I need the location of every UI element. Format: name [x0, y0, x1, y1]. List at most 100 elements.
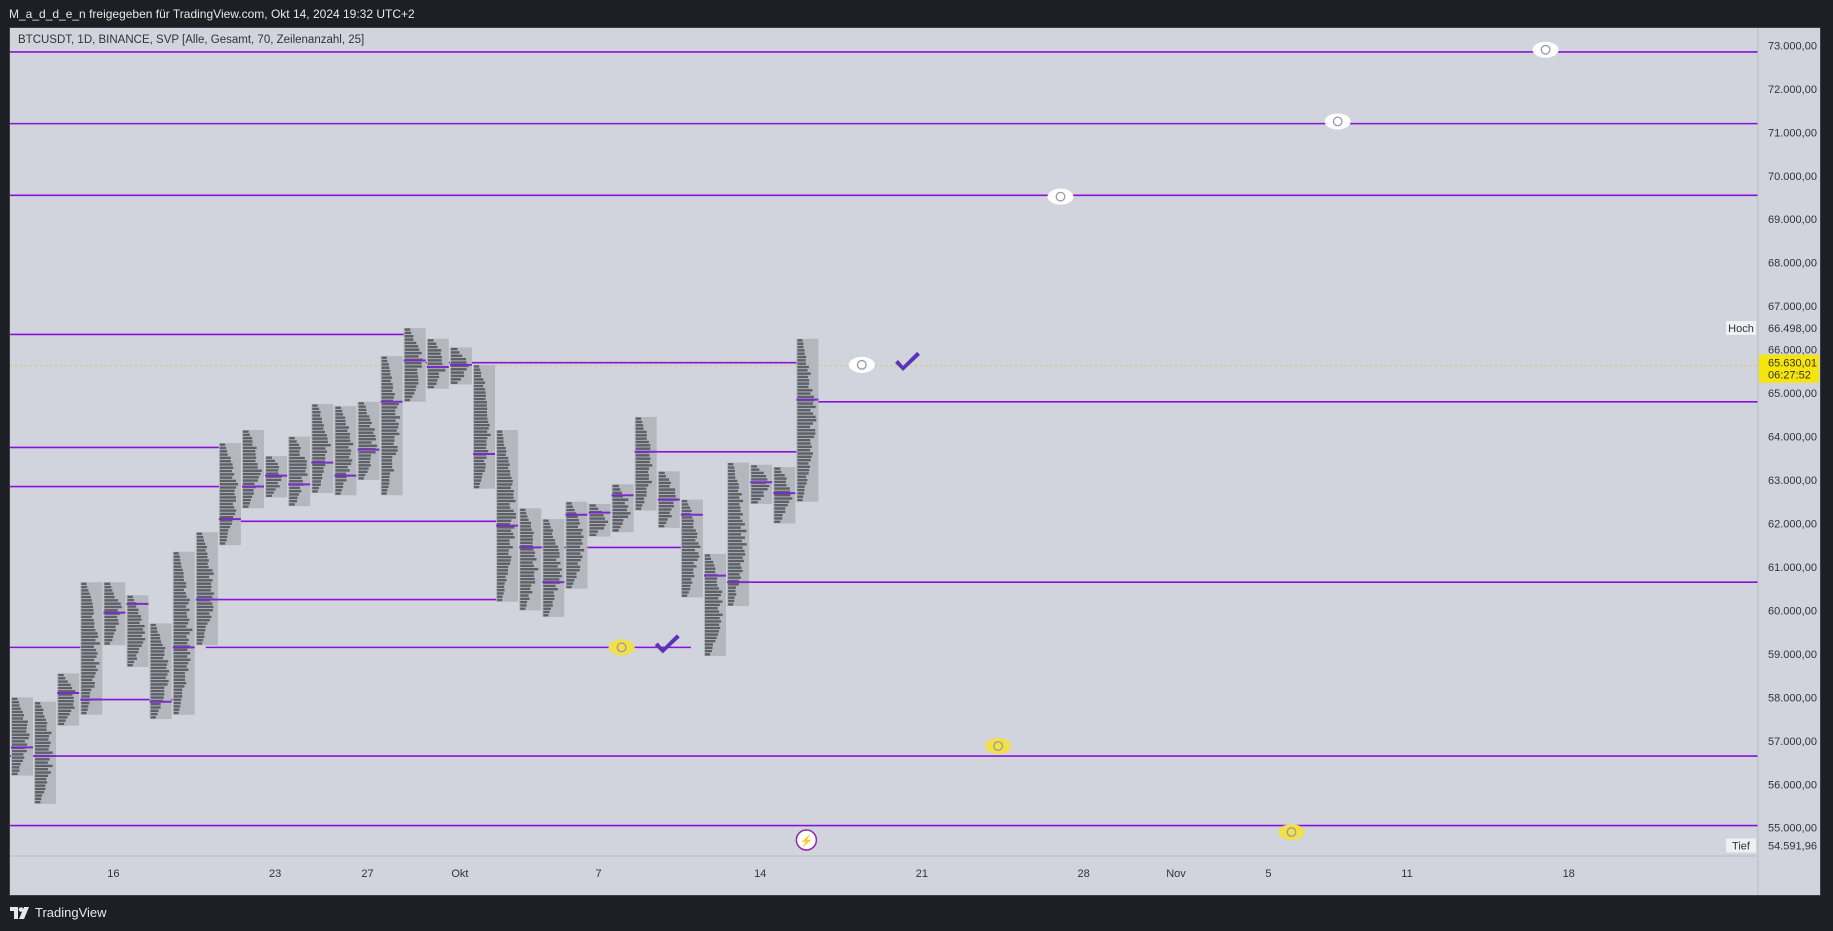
volume-row — [335, 406, 341, 409]
volume-row — [427, 345, 438, 349]
candle-profile-box[interactable] — [242, 430, 264, 509]
volume-row — [681, 561, 694, 565]
volume-row — [658, 485, 670, 488]
volume-row — [243, 489, 254, 492]
candle-profile-box[interactable] — [11, 697, 33, 776]
yellow-eye-icon[interactable] — [1278, 824, 1305, 841]
volume-row — [681, 522, 694, 526]
volume-row — [450, 378, 461, 381]
volume-row — [658, 488, 676, 491]
volume-row — [81, 655, 97, 658]
volume-row — [12, 749, 27, 753]
volume-row — [35, 731, 52, 735]
volume-row — [358, 467, 369, 470]
volume-row — [289, 460, 307, 463]
check-icon[interactable] — [895, 351, 921, 371]
volume-row — [81, 612, 94, 615]
white-eye-icon[interactable] — [848, 356, 875, 373]
volume-row — [728, 529, 747, 533]
white-eye-icon[interactable] — [1047, 188, 1074, 205]
volume-row — [243, 479, 258, 482]
volume-row — [797, 432, 816, 435]
tradingview-brand[interactable]: TradingView — [10, 905, 107, 920]
volume-row — [81, 615, 92, 619]
candle-profile-box[interactable] — [357, 401, 380, 481]
volume-row — [612, 518, 624, 522]
volume-row — [289, 470, 306, 473]
event-lightning-icon[interactable] — [795, 829, 818, 851]
candle-profile-box[interactable] — [750, 464, 773, 504]
volume-row — [173, 695, 183, 698]
volume-row — [335, 475, 347, 479]
volume-row — [404, 382, 419, 385]
candle-profile-box[interactable] — [195, 532, 218, 646]
volume-row — [705, 620, 722, 623]
price-axis[interactable] — [1758, 28, 1821, 896]
volume-row — [219, 486, 237, 489]
volume-row — [728, 473, 735, 476]
check-icon[interactable] — [654, 634, 680, 654]
volume-row — [358, 421, 372, 425]
volume-row — [219, 459, 231, 463]
volume-row — [266, 466, 280, 469]
volume-row — [196, 615, 212, 619]
candle-profile-box[interactable] — [80, 582, 103, 715]
volume-row — [497, 595, 503, 598]
volume-row — [35, 708, 44, 712]
volume-row — [35, 771, 51, 774]
yellow-eye-icon[interactable] — [608, 639, 635, 656]
volume-row — [150, 676, 166, 680]
volume-row — [150, 630, 158, 633]
chart-area[interactable]: ⚡ 55.000,00 56.000,00 57.000,00 58.000,00 59.… — [9, 27, 1821, 896]
volume-row — [358, 473, 366, 477]
volume-row — [289, 489, 302, 493]
volume-row — [705, 607, 718, 610]
eye-pupil-icon — [616, 642, 627, 653]
volume-row — [12, 756, 25, 759]
volume-row — [381, 363, 389, 366]
volume-row — [404, 368, 418, 372]
candle-profile-box[interactable] — [611, 484, 634, 533]
volume-row — [497, 562, 511, 565]
volume-row — [150, 650, 165, 653]
volume-row — [381, 492, 387, 495]
candle-profile-box[interactable] — [57, 673, 80, 726]
volume-row — [104, 635, 114, 639]
volume-row — [797, 382, 810, 385]
volume-row — [173, 628, 193, 632]
volume-row — [497, 572, 508, 575]
white-eye-icon[interactable] — [1324, 113, 1351, 130]
candle-profile-box[interactable] — [496, 430, 519, 602]
volume-row — [219, 535, 228, 539]
volume-row — [635, 500, 645, 504]
candle-profile-box[interactable] — [634, 417, 657, 511]
volume-row — [566, 575, 577, 579]
white-eye-icon[interactable] — [1532, 41, 1559, 58]
volume-row — [335, 439, 351, 442]
current-price-tag[interactable] — [1759, 354, 1819, 383]
volume-row — [381, 426, 399, 429]
symbol-legend[interactable]: BTCUSDT, 1D, BINANCE, SVP [Alle, Gesamt,… — [18, 34, 365, 46]
price-tick-label: 69.000,00 — [1768, 214, 1817, 226]
yellow-eye-icon[interactable] — [985, 738, 1012, 755]
volume-row — [705, 587, 719, 590]
volume-row — [58, 703, 74, 706]
volume-row — [358, 454, 371, 457]
volume-row — [728, 463, 734, 466]
volume-row — [520, 541, 533, 545]
volume-row — [404, 341, 417, 345]
volume-row — [681, 565, 697, 568]
volume-row — [520, 607, 526, 610]
volume-row — [81, 705, 89, 708]
volume-row — [474, 388, 486, 391]
volume-row — [104, 599, 119, 602]
volume-row — [12, 740, 25, 743]
volume-row — [335, 479, 347, 482]
volume-row — [266, 478, 282, 482]
volume-row — [450, 347, 458, 351]
volume-row — [219, 522, 232, 525]
volume-row — [474, 433, 491, 437]
volume-row — [12, 727, 27, 730]
eye-pupil-icon — [1540, 44, 1551, 55]
chart-canvas[interactable]: ⚡ 55.000,00 56.000,00 57.000,00 58.000,00 59.… — [10, 28, 1821, 896]
